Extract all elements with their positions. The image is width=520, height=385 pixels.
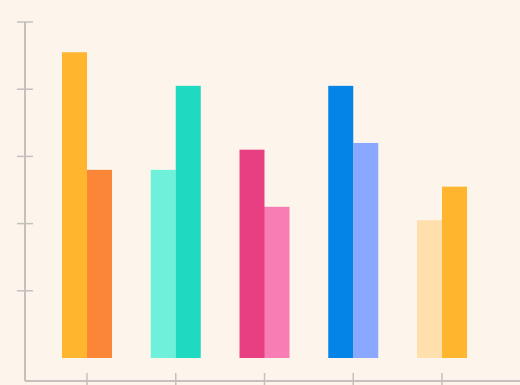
chart-axes bbox=[24, 22, 520, 382]
bar-group-3-series-1 bbox=[239, 149, 265, 358]
bar-group-4-series-2 bbox=[353, 142, 379, 358]
bar-group-3-series-2 bbox=[264, 206, 290, 358]
bar-group-5-series-1 bbox=[417, 220, 442, 358]
y-axis-ticks bbox=[17, 21, 33, 292]
bar-group-4-series-1 bbox=[328, 85, 354, 358]
bar-group-5-series-2 bbox=[442, 186, 467, 358]
bars-group bbox=[62, 52, 467, 359]
bar-group-2-series-2 bbox=[175, 85, 201, 358]
bar-group-2-series-1 bbox=[150, 169, 176, 358]
bar-group-1-series-1 bbox=[62, 52, 87, 359]
x-axis-ticks bbox=[86, 373, 443, 385]
bar-group-1-series-2 bbox=[87, 169, 112, 358]
